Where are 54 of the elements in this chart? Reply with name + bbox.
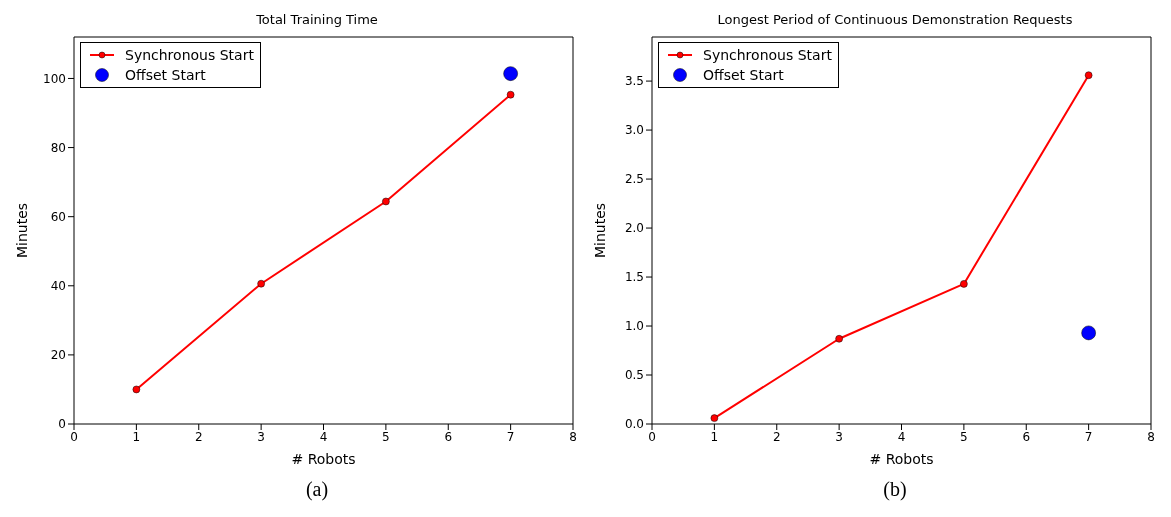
x-tick-label: 1 bbox=[132, 429, 141, 444]
y-tick-label: 100 bbox=[43, 71, 66, 86]
y-axis-title: Minutes bbox=[13, 202, 30, 259]
y-tick-label: 0.0 bbox=[624, 417, 644, 432]
y-tick-label: 2.5 bbox=[624, 172, 644, 187]
x-tick-label: 0 bbox=[648, 429, 656, 444]
text: (b) bbox=[882, 478, 908, 501]
point bbox=[710, 414, 719, 422]
x-tick-label: 6 bbox=[1022, 429, 1031, 444]
x-tick-label: 8 bbox=[569, 429, 577, 444]
x-axis-title: # Robots bbox=[291, 451, 356, 467]
y-tick-label: 40 bbox=[50, 279, 66, 294]
x-tick-label: 0 bbox=[70, 429, 78, 444]
x-tick-label: 3 bbox=[835, 429, 843, 444]
y-tick-label: 0 bbox=[58, 417, 66, 432]
y-tick-label: 3.5 bbox=[624, 74, 644, 89]
x-tick-label: 8 bbox=[1147, 429, 1155, 444]
x-tick-label: 7 bbox=[506, 429, 515, 444]
y-axis-title: Minutes bbox=[591, 202, 608, 259]
y-tick-label: 60 bbox=[50, 209, 66, 224]
y-tick-label: 1.0 bbox=[624, 319, 644, 334]
point bbox=[835, 335, 843, 343]
y-tick-label: 1.5 bbox=[624, 270, 644, 285]
point bbox=[960, 280, 968, 288]
point bbox=[257, 279, 265, 288]
point bbox=[382, 197, 390, 206]
x-tick-label: 5 bbox=[960, 429, 968, 444]
x-tick-label: 2 bbox=[772, 429, 781, 444]
legend-label: Offset Start bbox=[125, 66, 206, 85]
legend-label: Synchronous Start bbox=[703, 46, 832, 65]
point bbox=[132, 385, 141, 394]
legend-label: Synchronous Start bbox=[125, 46, 254, 65]
y-tick-label: 20 bbox=[50, 348, 66, 363]
x-tick-label: 4 bbox=[319, 429, 328, 444]
x-tick-label: 3 bbox=[257, 429, 265, 444]
point bbox=[506, 90, 515, 99]
y-tick-label: 2.0 bbox=[624, 221, 644, 236]
point bbox=[1084, 71, 1093, 79]
chart-title: Longest Period of Continuous Demonstration Requests bbox=[717, 12, 1073, 27]
y-tick-label: 0.5 bbox=[624, 368, 644, 383]
x-axis-title: # Robots bbox=[869, 451, 934, 467]
x-tick-label: 7 bbox=[1084, 429, 1093, 444]
x-tick-label: 5 bbox=[382, 429, 390, 444]
x-tick-label: 1 bbox=[710, 429, 719, 444]
y-tick-label: 3.0 bbox=[624, 123, 644, 138]
x-tick-label: 4 bbox=[897, 429, 906, 444]
x-tick-label: 2 bbox=[194, 429, 203, 444]
legend-label: Offset Start bbox=[703, 66, 784, 85]
x-tick-label: 6 bbox=[444, 429, 453, 444]
chart-title: Total Training Time bbox=[255, 12, 378, 27]
point bbox=[1081, 325, 1096, 341]
point bbox=[503, 66, 518, 81]
text: (a) bbox=[304, 478, 330, 501]
y-tick-label: 80 bbox=[50, 140, 66, 155]
